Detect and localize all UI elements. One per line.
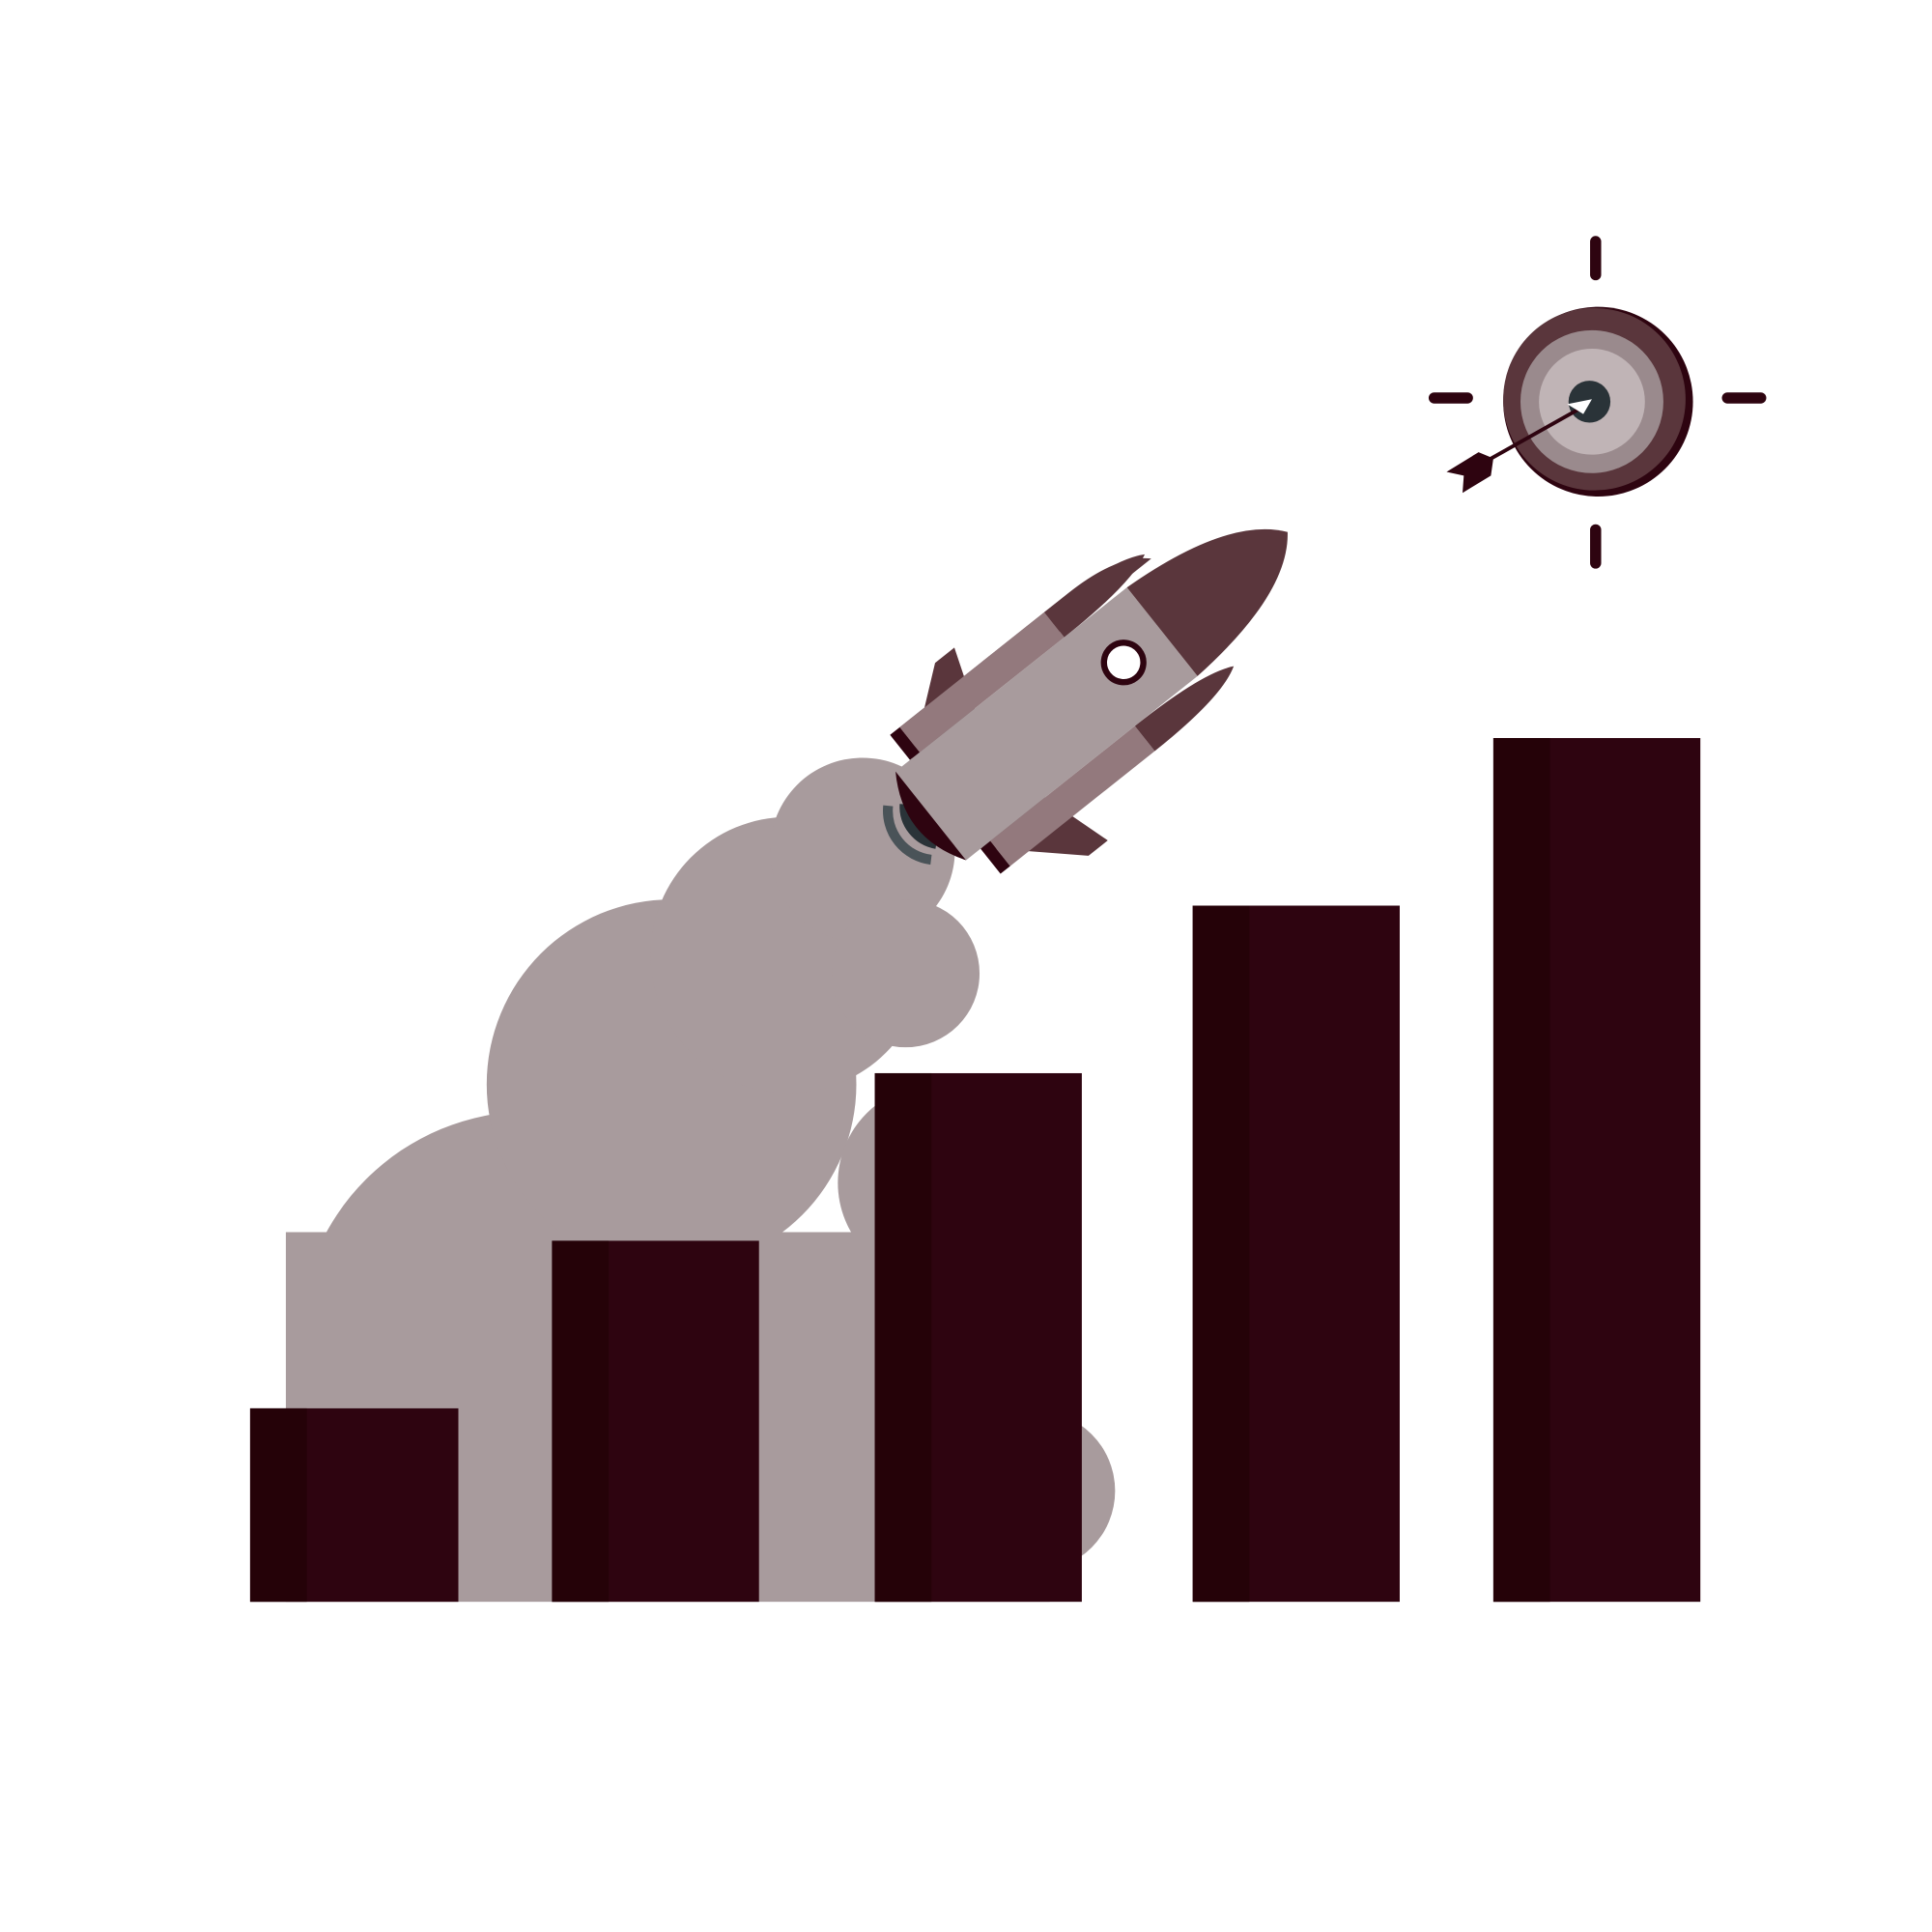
bar-shade: [1192, 905, 1250, 1603]
bar-shade: [552, 1240, 610, 1603]
booster: [990, 725, 1155, 867]
bar-shade: [1492, 738, 1550, 1603]
rocket-nose: [1126, 529, 1288, 676]
target: [1428, 236, 1767, 569]
booster-nozzle: [890, 726, 920, 760]
arrow-fletching: [1446, 452, 1493, 494]
bars: [249, 738, 1701, 1603]
bar-shade: [874, 1072, 932, 1603]
arrow-shaft: [1484, 405, 1584, 464]
booster-nose: [1134, 666, 1235, 752]
booster-nose: [1044, 554, 1146, 638]
arrow-head: [1567, 399, 1592, 414]
booster: [899, 611, 1065, 753]
rocket: [883, 529, 1288, 874]
target-ticks: [1428, 236, 1767, 569]
bar-shade: [249, 1407, 307, 1603]
booster-nozzle: [980, 840, 1010, 874]
smoke-puff: [831, 899, 980, 1048]
rocket-window: [1100, 639, 1147, 686]
exhaust: [883, 805, 932, 866]
